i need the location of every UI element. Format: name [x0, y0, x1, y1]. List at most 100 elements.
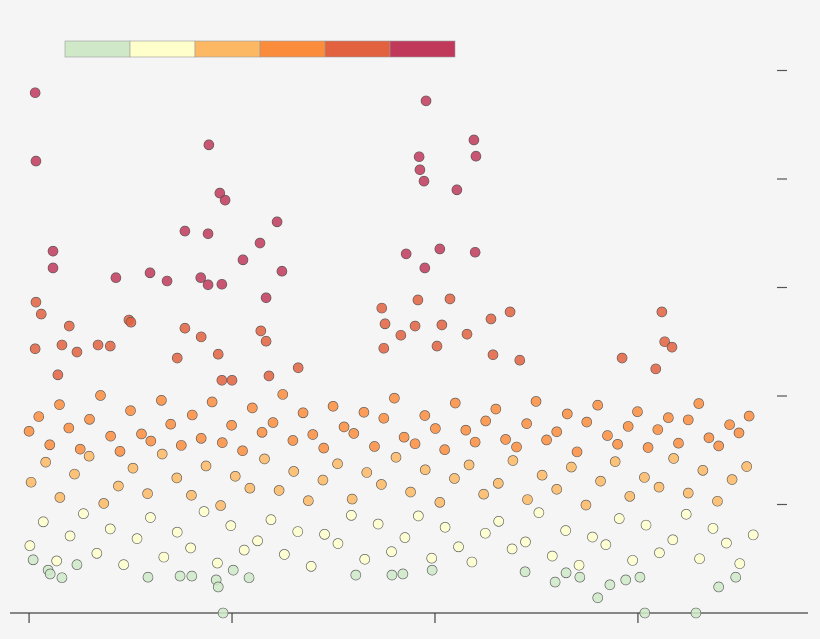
point — [346, 493, 358, 505]
point — [358, 406, 370, 418]
point — [259, 453, 270, 465]
point — [741, 461, 753, 472]
point — [44, 568, 56, 580]
point — [95, 390, 106, 401]
point — [712, 495, 723, 507]
point — [25, 476, 37, 488]
point — [419, 410, 431, 421]
point — [390, 452, 402, 463]
point — [254, 237, 266, 249]
point — [273, 485, 285, 496]
point — [666, 341, 678, 353]
point — [47, 245, 59, 257]
legend-swatch — [389, 40, 456, 58]
point — [292, 362, 304, 374]
point — [40, 456, 52, 468]
point — [317, 474, 329, 486]
point — [389, 392, 400, 404]
point — [470, 150, 482, 162]
point — [225, 520, 237, 531]
point — [276, 265, 288, 277]
point — [430, 423, 441, 434]
point — [165, 418, 177, 430]
point — [612, 438, 623, 450]
point — [212, 557, 223, 569]
point — [487, 349, 499, 361]
point — [104, 523, 116, 535]
point — [400, 248, 412, 260]
point — [47, 262, 59, 274]
point — [549, 576, 561, 588]
point — [439, 444, 451, 456]
point — [24, 540, 36, 552]
point — [413, 510, 424, 522]
point — [639, 472, 650, 483]
point — [492, 478, 504, 489]
point — [156, 448, 168, 460]
point — [604, 579, 616, 591]
point — [297, 407, 309, 419]
point — [480, 527, 491, 539]
point — [186, 570, 198, 582]
legend-swatch — [194, 40, 261, 58]
point — [237, 254, 249, 266]
point — [580, 499, 592, 511]
point — [125, 405, 136, 416]
point — [110, 272, 122, 284]
point — [98, 498, 110, 509]
point — [271, 216, 283, 228]
point — [419, 464, 431, 476]
point — [386, 569, 398, 581]
point — [652, 424, 664, 435]
point — [541, 434, 552, 446]
point — [33, 411, 45, 422]
point — [136, 428, 147, 440]
point — [490, 403, 502, 415]
point — [212, 581, 224, 593]
point — [127, 462, 139, 474]
point — [144, 267, 156, 279]
point — [372, 518, 384, 530]
point — [398, 431, 410, 443]
point — [480, 415, 492, 427]
point — [420, 95, 432, 107]
point — [216, 437, 228, 448]
point — [566, 461, 577, 473]
point — [511, 441, 522, 453]
point — [680, 508, 692, 520]
point — [562, 408, 573, 420]
point — [238, 544, 250, 556]
point — [426, 564, 438, 576]
point — [667, 534, 679, 546]
point — [118, 559, 129, 571]
point — [378, 342, 390, 354]
point — [595, 475, 606, 487]
point — [504, 306, 516, 318]
point — [114, 446, 126, 457]
point — [654, 547, 665, 559]
point — [461, 328, 473, 340]
point — [468, 134, 480, 146]
point — [63, 320, 75, 332]
point — [650, 363, 662, 375]
point — [279, 549, 290, 560]
point — [29, 87, 41, 99]
point — [682, 487, 694, 499]
point — [227, 564, 239, 576]
point — [216, 374, 228, 386]
point — [30, 296, 42, 308]
point — [376, 302, 388, 314]
point — [551, 426, 563, 438]
point — [663, 412, 674, 424]
point — [682, 414, 694, 426]
point — [350, 569, 362, 581]
point — [451, 184, 463, 196]
point — [449, 473, 460, 484]
point — [71, 346, 83, 358]
point — [212, 348, 224, 360]
point — [713, 440, 725, 452]
point — [587, 531, 598, 543]
point — [449, 397, 461, 409]
legend-swatch — [64, 40, 131, 58]
